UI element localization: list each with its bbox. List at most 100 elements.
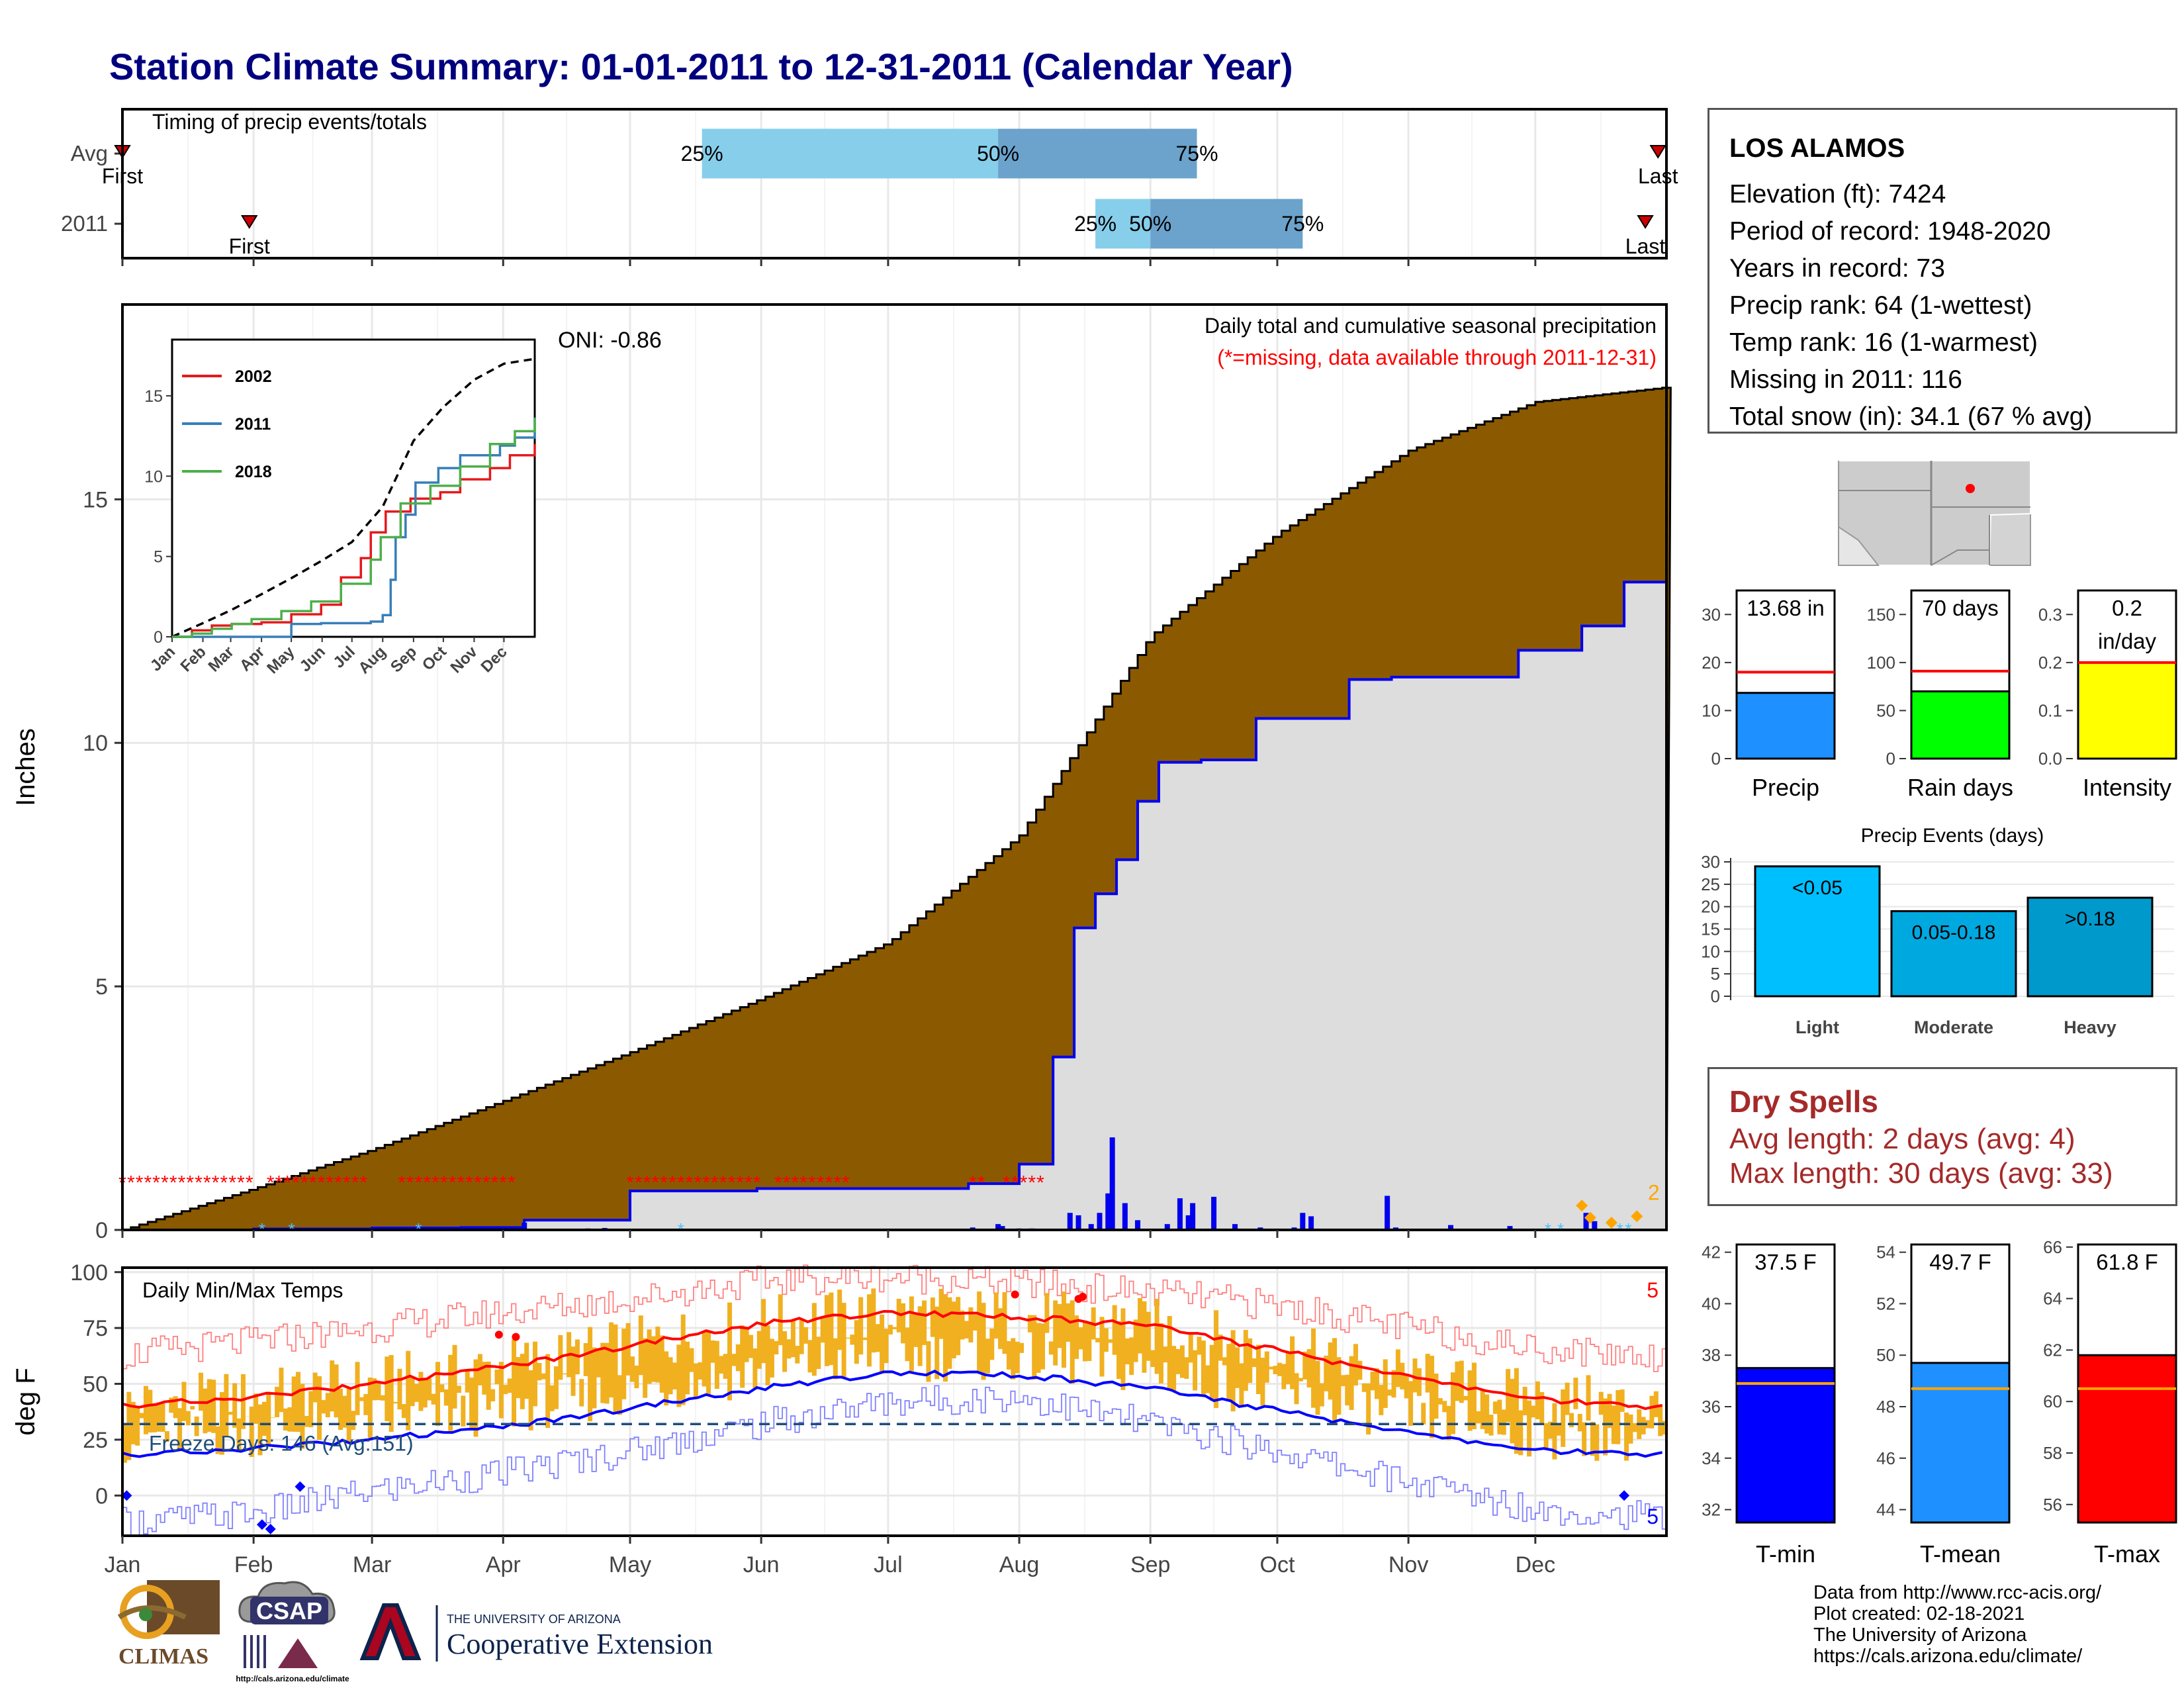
temp-daily-range-bar: [156, 1402, 161, 1432]
summary-y-tick-label: 100: [1867, 653, 1895, 673]
temp-daily-range-bar: [1201, 1340, 1206, 1396]
precip-daily-bar: [1135, 1220, 1141, 1230]
precip-missing-marker: *: [228, 1172, 236, 1194]
temp-daily-range-bar: [1463, 1395, 1469, 1401]
temp-daily-range-bar: [922, 1300, 927, 1345]
temp-daily-range-bar: [528, 1370, 533, 1430]
temp-daily-range-bar: [1535, 1381, 1540, 1419]
temp-daily-range-bar: [393, 1401, 398, 1404]
temp-daily-range-bar: [443, 1389, 449, 1406]
temp-daily-range-bar: [938, 1288, 944, 1339]
summary-y-tick-label: 150: [1867, 604, 1895, 624]
temp-daily-range-bar: [253, 1393, 259, 1424]
summary-y-tick-label: 62: [2043, 1340, 2062, 1360]
temp-daily-range-bar: [1332, 1338, 1338, 1425]
temp-record-min-line: [122, 1385, 1666, 1537]
temp-daily-range-bar: [1619, 1389, 1625, 1412]
temp-daily-range-bar: [452, 1344, 457, 1409]
precip-missing-marker: *: [652, 1172, 660, 1194]
precip-missing-marker: *: [432, 1172, 439, 1194]
temp-daily-range-bar: [1641, 1417, 1646, 1434]
station-precip-rank: Precip rank: 64 (1-wettest): [1729, 291, 2032, 320]
temp-daily-range-bar: [1154, 1298, 1160, 1374]
temp-daily-range-bar: [1349, 1356, 1354, 1411]
summary-y-tick-label: 10: [1702, 700, 1721, 720]
station-period: Period of record: 1948-2020: [1729, 217, 2051, 246]
precip-events-y-tick-label: 30: [1701, 852, 1720, 872]
credit-line: Data from http://www.rcc-acis.org/: [1813, 1582, 2102, 1603]
temp-daily-range-bar: [740, 1325, 745, 1388]
month-axis-label: Jan: [105, 1552, 141, 1577]
temp-record-high-marker: [1078, 1292, 1087, 1301]
temp-daily-range-bar: [761, 1299, 766, 1364]
precip-cumulative-2011-area: [122, 565, 1666, 1230]
temp-daily-range-bar: [220, 1391, 225, 1455]
temp-record-high-marker: [494, 1331, 503, 1339]
temp-daily-range-bar: [651, 1336, 656, 1382]
precip-missing-marker: *: [178, 1172, 186, 1194]
temp-daily-range-bar: [1370, 1372, 1375, 1391]
temp-daily-range-bar: [1586, 1375, 1591, 1421]
temp-daily-range-bar: [1662, 1421, 1667, 1435]
temp-daily-range-bar: [960, 1310, 965, 1340]
summary-y-tick-label: 0.0: [2038, 749, 2062, 769]
temp-daily-range-bar: [947, 1297, 952, 1369]
precip-missing-marker: *: [686, 1172, 694, 1194]
temp-daily-range-bar: [1573, 1378, 1578, 1409]
precip-events-bar-label: <0.05: [1792, 877, 1843, 899]
precip-events-category-label: Light: [1796, 1017, 1839, 1037]
temp-daily-range-bar: [1492, 1401, 1498, 1414]
temp-daily-range-bar: [401, 1404, 406, 1419]
precip-missing-marker: *: [499, 1172, 507, 1194]
temp-daily-range-bar: [304, 1415, 309, 1427]
precip-missing-marker: *: [677, 1172, 685, 1194]
temp-daily-range-bar: [621, 1329, 627, 1399]
temp-daily-range-bar: [160, 1402, 165, 1432]
precip-snow-diamond: [1605, 1216, 1617, 1229]
temp-daily-range-bar: [173, 1396, 178, 1419]
month-axis-label: Aug: [999, 1552, 1040, 1577]
temp-daily-range-bar: [617, 1375, 622, 1415]
precip-events-y-tick-label: 10: [1701, 941, 1720, 961]
temp-daily-range-bar: [1248, 1338, 1253, 1383]
precip-missing-marker: *: [833, 1172, 841, 1194]
temp-daily-range-bar: [880, 1314, 885, 1374]
temp-daily-range-bar: [1082, 1321, 1087, 1362]
temp-daily-range-bar: [1455, 1361, 1460, 1401]
month-axis-label: May: [609, 1552, 651, 1577]
temp-daily-range-bar: [714, 1340, 719, 1389]
temp-daily-range-bar: [887, 1325, 893, 1335]
temp-daily-range-bar: [355, 1362, 360, 1415]
timing-title: Timing of precip events/totals: [152, 110, 427, 134]
timing-row-label: 2011: [61, 211, 108, 236]
month-axis-label: Oct: [1260, 1552, 1295, 1577]
precip-missing-marker: *: [969, 1172, 977, 1194]
temp-daily-range-bar: [816, 1336, 821, 1370]
precip-daily-bar: [995, 1224, 1001, 1230]
temp-daily-range-bar: [1260, 1357, 1265, 1406]
precip-missing-marker: *: [465, 1172, 473, 1194]
temp-daily-range-bar: [206, 1379, 212, 1432]
temp-daily-range-bar: [1408, 1381, 1414, 1426]
temp-daily-range-bar: [634, 1365, 639, 1389]
summary-y-tick-label: 58: [2043, 1443, 2062, 1463]
temp-daily-range-bar: [533, 1341, 537, 1407]
station-location-dot: [1966, 484, 1975, 493]
temp-daily-range-bar: [482, 1362, 487, 1395]
temp-daily-range-bar: [1129, 1337, 1134, 1376]
temp-daily-range-bar: [1497, 1399, 1502, 1434]
temp-daily-range-bar: [896, 1299, 901, 1333]
precip-missing-marker: *: [169, 1172, 177, 1194]
timing-last-label: Last: [1638, 164, 1678, 188]
temp-daily-range-bar: [702, 1331, 707, 1387]
temp-record-low-marker: [295, 1481, 306, 1492]
precip-missing-marker: *: [643, 1172, 651, 1194]
temp-daily-range-bar: [1294, 1373, 1299, 1405]
temp-summary-chart: 32 34 36 38 40 42 37.5 F T-min 44 46 48 50 52 54 49.7 …: [1702, 1237, 2177, 1568]
temp-daily-range-bar: [613, 1324, 618, 1413]
precip-snow-count: 2: [1648, 1180, 1660, 1204]
temp-daily-range-bar: [249, 1406, 254, 1458]
station-elevation: Elevation (ft): 7424: [1729, 180, 1946, 209]
temp-daily-range-bar: [287, 1407, 293, 1432]
